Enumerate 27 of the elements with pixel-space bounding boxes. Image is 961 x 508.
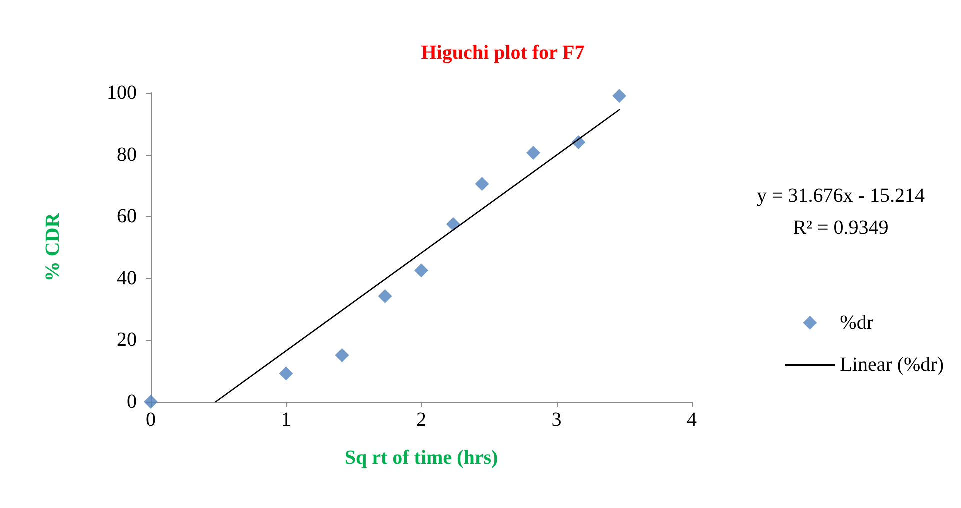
- y-tick-label: 80: [117, 144, 137, 166]
- text: y = 31.676x - 15.214: [757, 185, 925, 207]
- text: R² = 0.9349: [793, 217, 889, 239]
- y-tick-label: 100: [107, 82, 137, 104]
- chart-title: Higuchi plot for F7: [421, 42, 585, 64]
- point: [279, 366, 294, 381]
- x-tick-label: 2: [416, 409, 426, 431]
- y-tick-label: 20: [117, 329, 137, 352]
- point: [144, 395, 158, 409]
- y-axis-title: % CDR: [42, 212, 64, 282]
- x-tick-label: 1: [281, 409, 292, 431]
- point: [446, 217, 460, 232]
- x-axis-title: Sq rt of time (hrs): [344, 447, 498, 469]
- y-tick-label: 40: [117, 267, 137, 290]
- point: [526, 146, 540, 160]
- legend-label: %dr: [840, 312, 874, 334]
- point: [414, 264, 428, 278]
- y-tick-label: 0: [127, 391, 137, 413]
- x-tick-label: 3: [552, 409, 562, 431]
- point: [335, 348, 350, 362]
- x-tick-label: 0: [146, 409, 156, 431]
- point: [612, 89, 627, 104]
- legend-label: Linear (%dr): [840, 354, 944, 376]
- point: [378, 289, 392, 304]
- point: [475, 177, 490, 192]
- x-tick-label: 4: [687, 409, 697, 431]
- y-tick-label: 60: [117, 206, 137, 228]
